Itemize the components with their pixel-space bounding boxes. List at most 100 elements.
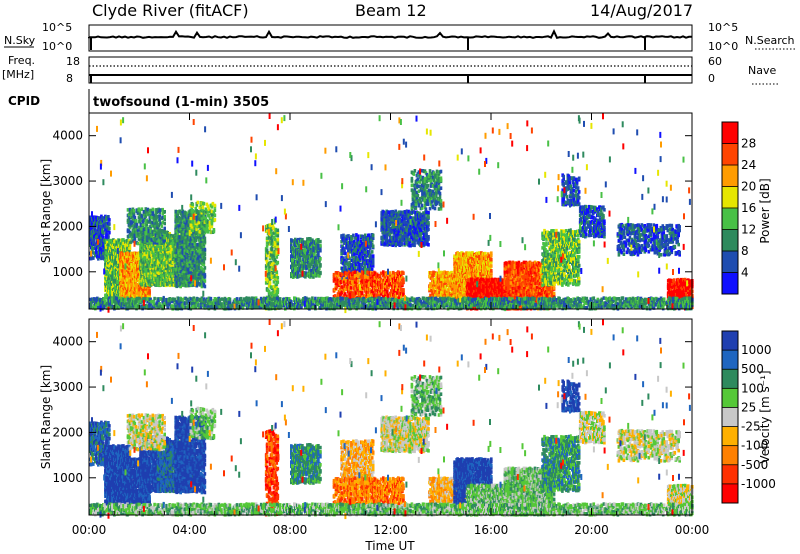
freq-unit: [MHz] [2, 68, 34, 81]
echo-cell [93, 251, 96, 255]
echo-cell [89, 243, 92, 247]
echo-cell [92, 256, 95, 260]
echo-cell [105, 218, 108, 222]
echo-cell [156, 274, 160, 278]
echo-cell [113, 277, 116, 281]
echo-cell [152, 246, 155, 251]
echo-cell [145, 248, 148, 252]
echo-cell [108, 218, 111, 222]
echo-cell [168, 258, 172, 263]
nave-label: Nave [748, 64, 776, 77]
echo-cell [172, 283, 176, 288]
echo-cell [189, 216, 193, 221]
echo-cell [91, 245, 94, 249]
echo-cell [171, 260, 175, 265]
echo-cell [147, 271, 150, 275]
echo-cell [95, 248, 98, 252]
echo-cell [95, 231, 98, 236]
echo-cell [130, 262, 133, 267]
echo-cell [105, 286, 108, 290]
echo-cell [319, 244, 322, 248]
echo-cell [93, 238, 96, 243]
echo-cell [115, 242, 118, 247]
cpid-panel: CPID twofsound (1-min) 3505 [8, 89, 269, 113]
freq-tick-low: 8 [66, 72, 73, 85]
echo-cell [143, 252, 146, 257]
echo-cell [163, 214, 166, 219]
echo-cell [319, 270, 322, 275]
echo-cell [112, 249, 115, 254]
echo-cell [102, 251, 105, 256]
echo-cell [127, 274, 130, 279]
echo-cell [100, 240, 103, 245]
freq-panel: Freq. [MHz] 18 8 60 0 Nave [2, 54, 778, 85]
echo-cell [100, 221, 103, 225]
echo-cell [148, 254, 151, 259]
echo-cell [122, 238, 125, 242]
echo-cell [166, 230, 169, 235]
echo-cell [268, 280, 272, 285]
echo-cell [203, 236, 207, 241]
echo-cell [191, 209, 195, 213]
echo-cell [103, 219, 106, 224]
echo-cell [170, 263, 174, 267]
cpid-text: twofsound (1-min) 3505 [93, 95, 269, 110]
echo-cell [163, 226, 166, 231]
echo-cell [115, 261, 118, 265]
echo-cell [148, 289, 151, 293]
echo-cell [105, 215, 108, 220]
echo-cell [151, 262, 154, 266]
echo-cell [107, 215, 110, 219]
echo-cell [100, 252, 103, 257]
echo-cell [213, 213, 217, 218]
echo-cell [172, 276, 176, 281]
echo-cell [159, 273, 163, 277]
echo-cell [135, 282, 138, 287]
freq-tick-high: 18 [66, 55, 80, 68]
echo-cell [108, 230, 111, 235]
echo-cell [141, 261, 144, 265]
echo-cell [151, 255, 154, 260]
echo-cell [151, 268, 154, 273]
echo-cell [91, 222, 94, 226]
echo-cell [140, 258, 143, 263]
nave-tick-high: 60 [708, 55, 722, 68]
echo-cell [203, 273, 207, 277]
echo-cell [102, 216, 105, 221]
echo-cell [102, 246, 105, 251]
echo-cell [165, 252, 169, 257]
echo-cell [89, 215, 92, 220]
nsearch-tick-high: 10^5 [708, 21, 738, 34]
echo-cell [107, 236, 110, 240]
beam-title: Beam 12 [355, 1, 427, 20]
echo-cell [213, 208, 217, 212]
echo-cell [105, 230, 108, 234]
echo-cell [159, 252, 163, 257]
echo-cell [276, 228, 280, 233]
echo-cell [120, 284, 123, 289]
echo-cell [203, 284, 207, 289]
echo-cell [160, 224, 163, 228]
nsearch-label: N.Search [745, 34, 795, 47]
echo-cell [134, 219, 138, 223]
echo-cell [107, 234, 110, 238]
echo-cell [154, 275, 157, 279]
echo-cell [319, 248, 322, 253]
echo-cell [128, 238, 131, 243]
echo-cell [93, 222, 96, 226]
echo-cell [371, 233, 375, 238]
echo-cell [117, 294, 120, 299]
echo-cell [126, 258, 129, 262]
echo-cell [166, 233, 170, 238]
station-title: Clyde River (fitACF) [92, 1, 249, 20]
echo-cell [170, 249, 174, 253]
echo-cell [131, 251, 134, 256]
echo-cell [110, 238, 113, 243]
echo-cell [146, 264, 149, 268]
echo-cell [368, 250, 371, 254]
echo-cell [89, 224, 92, 228]
echo-cell [169, 271, 173, 276]
echo-cell [113, 291, 116, 296]
echo-cell [276, 287, 280, 292]
echo-cell [136, 294, 139, 299]
